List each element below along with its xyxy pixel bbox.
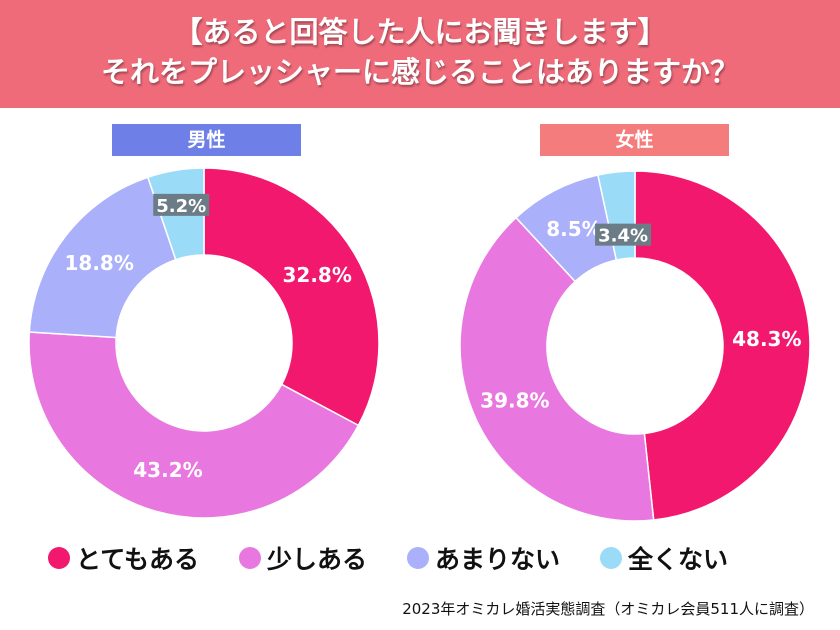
donut-slice: [634, 170, 811, 521]
data-label: 32.8%: [282, 263, 351, 287]
legend-swatch: [239, 547, 262, 569]
legend-item: あまりない: [407, 540, 560, 576]
male-chart-title: 男性: [112, 124, 301, 156]
donut-slice: [459, 216, 655, 522]
legend-label: あまりない: [435, 545, 561, 574]
title-banner: 【あると回答した人にお聞きします】 それをプレッシャーに感じることはありますか？: [0, 0, 840, 108]
legend-label: 少しある: [267, 545, 368, 574]
legend-item: 少しある: [239, 540, 367, 576]
source-note: 2023年オミカレ婚活実態調査（オミカレ会員511人に調査）: [402, 600, 814, 618]
legend-swatch: [600, 547, 623, 569]
data-label: 8.5%: [546, 217, 601, 241]
label-background: [153, 193, 210, 216]
legend-label: とてもある: [76, 545, 200, 574]
data-label: 43.2%: [133, 458, 202, 482]
donut-slice: [28, 176, 177, 339]
title-line-2: それをプレッシャーに感じることはありますか？: [100, 55, 739, 89]
female-chart-title: 女性: [540, 124, 729, 156]
data-label: 5.2%: [156, 196, 206, 217]
legend: とてもある 少しある あまりない 全くない: [48, 540, 728, 576]
title-line-1: 【あると回答した人にお聞きします】: [173, 15, 667, 49]
donut-slice: [203, 167, 380, 427]
legend-swatch: [407, 547, 430, 569]
legend-item: 全くない: [600, 540, 728, 576]
label-background: [595, 223, 652, 246]
data-label: 3.4%: [598, 226, 648, 247]
donut-slice: [28, 331, 360, 519]
legend-label: 全くない: [628, 545, 729, 574]
data-label: 48.3%: [732, 327, 801, 351]
legend-swatch: [48, 547, 70, 569]
data-label: 18.8%: [64, 251, 133, 275]
legend-item: とてもある: [48, 540, 199, 576]
data-label: 39.8%: [480, 389, 549, 413]
